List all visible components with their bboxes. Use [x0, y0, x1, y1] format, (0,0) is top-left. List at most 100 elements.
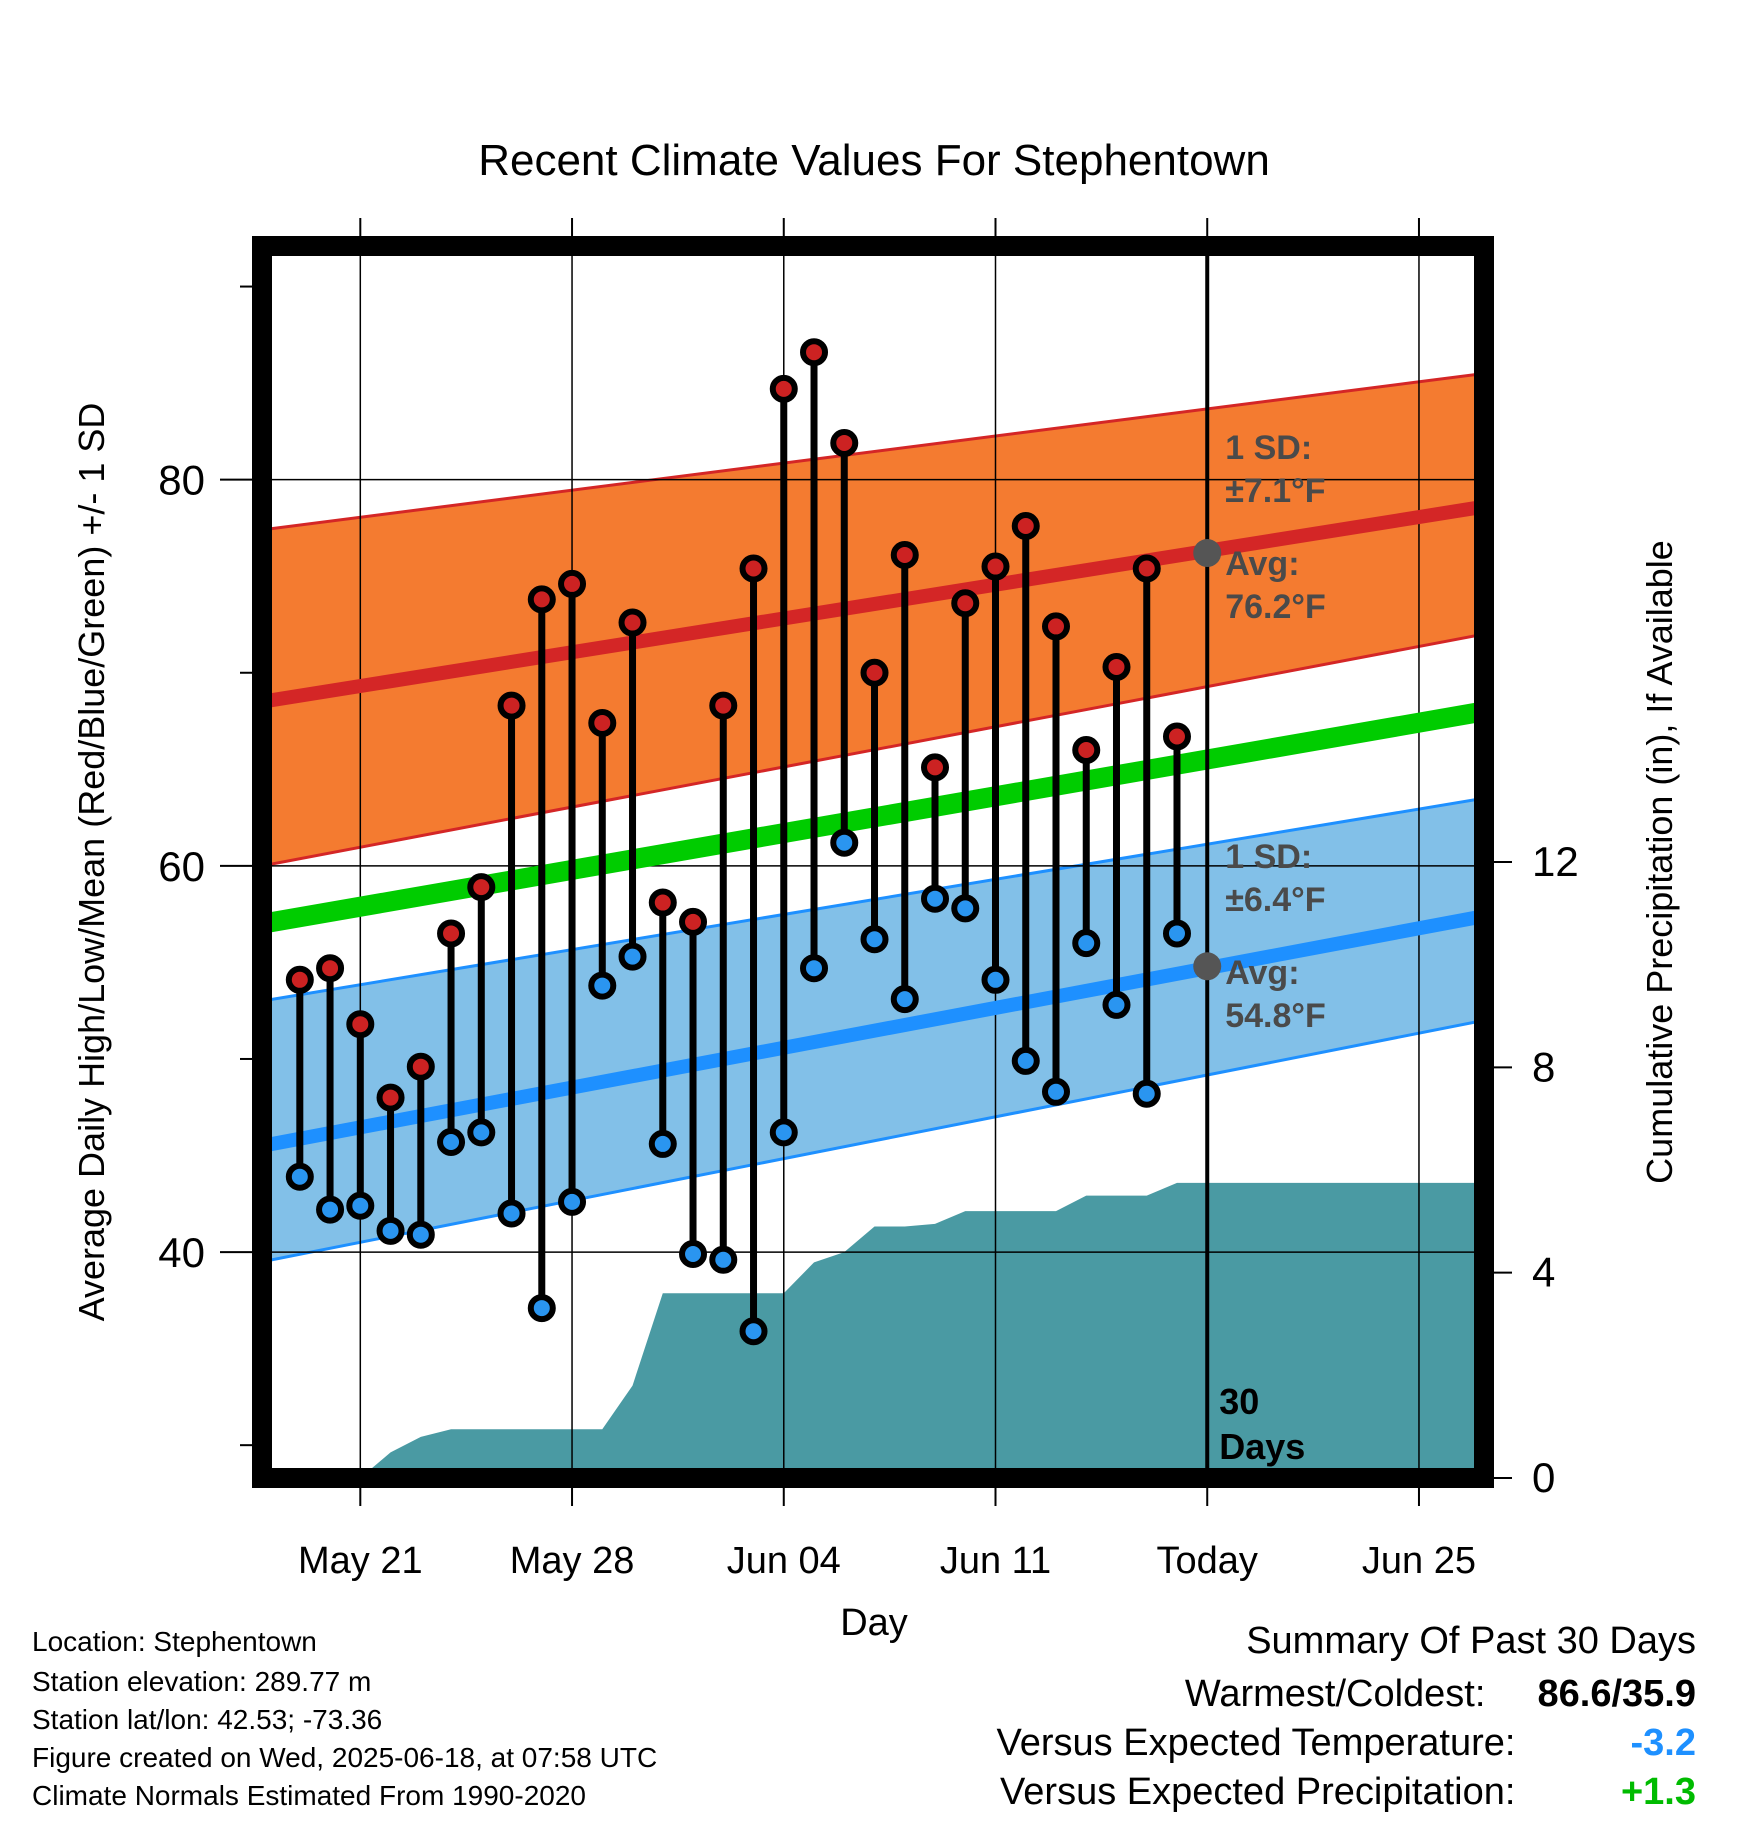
- station-latlon: Station lat/lon: 42.53; -73.36: [32, 1704, 383, 1735]
- daily-high-point: [769, 374, 798, 403]
- summary-precip-value: +1.3: [1620, 1771, 1696, 1813]
- station-elevation: Station elevation: 289.77 m: [32, 1666, 372, 1697]
- summary-temp-value: -3.2: [1630, 1722, 1696, 1764]
- daily-high-point: [1132, 554, 1161, 583]
- y-axis-left-label: Average Daily High/Low/Mean (Red/Blue/Gr…: [71, 403, 112, 1322]
- low-avg-value: 54.8°F: [1225, 997, 1326, 1035]
- daily-low-point: [860, 925, 889, 954]
- daily-low-point: [316, 1195, 345, 1224]
- low-avg-label: Avg:: [1225, 954, 1299, 992]
- daily-low-point: [830, 828, 859, 857]
- daily-high-point: [800, 338, 829, 367]
- daily-high-point: [1011, 512, 1040, 540]
- high-avg-label: Avg:: [1225, 545, 1299, 583]
- daily-low-point: [951, 894, 980, 923]
- chart-title: Recent Climate Values For Stephentown: [478, 136, 1270, 185]
- daily-high-point: [951, 589, 980, 618]
- station-info: Location: Stephentown Station elevation:…: [32, 1625, 657, 1813]
- daily-low-point: [1162, 919, 1191, 948]
- daily-high-point: [558, 569, 587, 598]
- summary-precip-label: Versus Expected Precipitation:: [1000, 1771, 1516, 1813]
- daily-low-point: [558, 1187, 587, 1216]
- today-days-label: Days: [1219, 1426, 1305, 1467]
- daily-low-point: [679, 1240, 708, 1268]
- high-sd-value: ±7.1°F: [1225, 472, 1325, 510]
- high-sd-upper-edge: [262, 371, 1484, 532]
- y-right-tick-label: 8: [1532, 1043, 1555, 1090]
- summary-warmest-value: 86.6/35.9: [1537, 1673, 1696, 1715]
- low-sd-value: ±6.4°F: [1225, 881, 1325, 919]
- daily-low-point: [890, 985, 919, 1014]
- daily-low-point: [1072, 929, 1101, 958]
- summary-precip-row: Versus Expected Precipitation: +1.3: [997, 1771, 1696, 1814]
- daily-low-point: [346, 1191, 375, 1220]
- x-axis-label: Day: [840, 1602, 908, 1644]
- daily-high-point: [1072, 736, 1101, 764]
- daily-high-point: [285, 965, 314, 994]
- y-right-tick-label: 4: [1532, 1249, 1555, 1296]
- daily-high-point: [527, 585, 556, 614]
- daily-low-point: [769, 1118, 798, 1147]
- x-tick-label: Jun 25: [1362, 1540, 1476, 1582]
- daily-low-point: [921, 884, 950, 913]
- daily-low-point: [709, 1245, 738, 1274]
- daily-high-point: [860, 658, 889, 687]
- daily-high-point: [921, 753, 950, 782]
- station-location: Location: Stephentown: [32, 1626, 317, 1657]
- daily-high-point: [437, 919, 466, 948]
- daily-low-point: [648, 1129, 677, 1158]
- daily-high-point: [467, 873, 496, 902]
- daily-high-point: [376, 1083, 405, 1112]
- x-tick-label: May 28: [510, 1540, 635, 1582]
- daily-low-point: [1102, 990, 1131, 1019]
- daily-high-point: [406, 1052, 435, 1081]
- daily-high-point: [346, 1010, 375, 1039]
- daily-high-point: [1162, 722, 1191, 751]
- today-high-avg-marker: [1193, 539, 1222, 568]
- y-right-tick-label: 0: [1532, 1454, 1555, 1501]
- daily-low-point: [618, 942, 647, 971]
- daily-low-point: [285, 1162, 314, 1191]
- daily-high-point: [618, 608, 647, 637]
- summary-panel: Summary Of Past 30 Days Warmest/Coldest:…: [997, 1620, 1696, 1814]
- daily-high-point: [588, 708, 617, 737]
- today-low-avg-marker: [1193, 952, 1222, 981]
- x-tick-label: May 21: [298, 1540, 423, 1582]
- daily-high-point: [709, 691, 738, 720]
- daily-high-point: [316, 954, 345, 983]
- summary-temp-row: Versus Expected Temperature: -3.2: [997, 1722, 1696, 1765]
- daily-high-point: [1102, 652, 1131, 681]
- daily-high-point: [981, 552, 1010, 581]
- low-sd-label: 1 SD:: [1225, 838, 1312, 876]
- low-sd-lower-edge: [262, 1018, 1484, 1264]
- daily-low-point: [1041, 1077, 1070, 1106]
- x-tick-label: Jun 11: [940, 1540, 1051, 1582]
- daily-low-point: [527, 1294, 556, 1323]
- daily-high-point: [739, 554, 768, 583]
- daily-low-point: [497, 1199, 526, 1228]
- plot-area: 1 SD: ±7.1°F Avg: 76.2°F 1 SD: ±6.4°F Avg: 54.8…: [158, 218, 1579, 1582]
- daily-high-point: [830, 428, 859, 457]
- high-avg-value: 76.2°F: [1225, 588, 1326, 626]
- daily-high-point: [890, 540, 919, 569]
- high-sd-band: [262, 373, 1484, 866]
- plot-content: [262, 246, 1484, 1478]
- daily-low-point: [800, 954, 829, 983]
- figure-created: Figure created on Wed, 2025-06-18, at 07…: [32, 1742, 658, 1773]
- today-days-number: 30: [1219, 1381, 1259, 1422]
- plot-frame: [252, 236, 1494, 1488]
- daily-low-point: [376, 1216, 405, 1245]
- y-left-tick-label: 80: [158, 457, 205, 504]
- daily-low-point: [437, 1128, 466, 1156]
- y-axis-right-label: Cumulative Precipitation (in), If Availa…: [1639, 540, 1680, 1184]
- daily-low-point: [406, 1220, 435, 1249]
- daily-high-point: [648, 888, 677, 917]
- high-normal-line: [262, 499, 1484, 709]
- summary-warmest-row: Warmest/Coldest: 86.6/35.9: [997, 1673, 1696, 1716]
- summary-title: Summary Of Past 30 Days: [1246, 1620, 1696, 1662]
- high-sd-label: 1 SD:: [1225, 429, 1312, 467]
- daily-low-point: [1132, 1079, 1161, 1108]
- y-left-tick-label: 40: [158, 1229, 205, 1276]
- summary-warmest-label: Warmest/Coldest:: [1184, 1673, 1486, 1715]
